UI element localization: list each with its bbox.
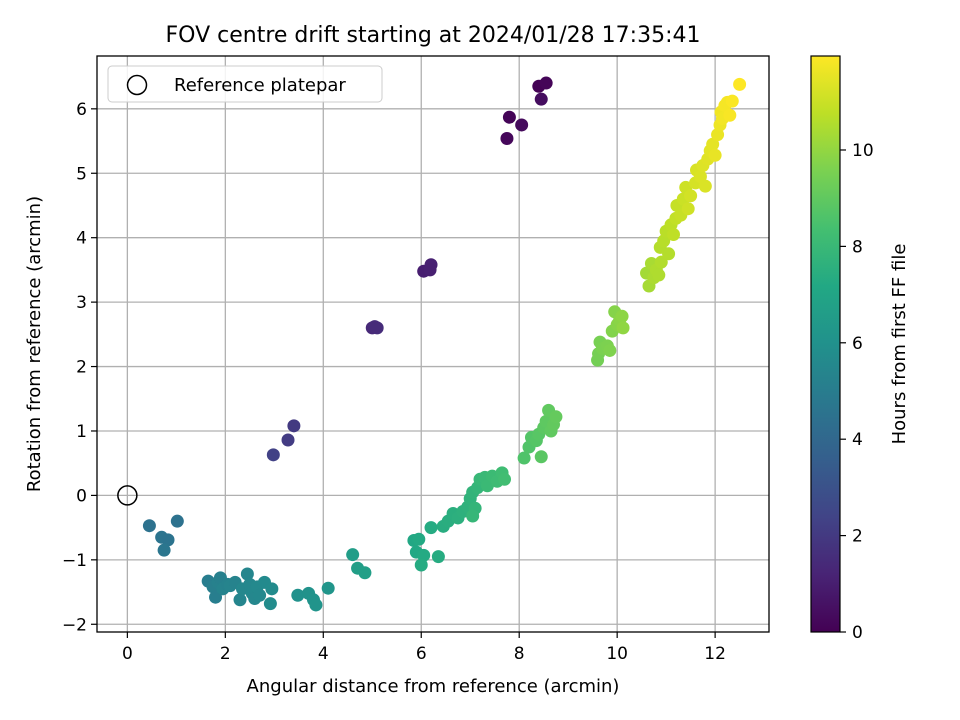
data-point xyxy=(500,131,514,145)
data-point xyxy=(161,533,175,547)
data-point xyxy=(603,343,617,357)
colorbar-tick-label: 2 xyxy=(852,527,863,547)
colorbar-tick-label: 4 xyxy=(852,430,863,450)
data-point xyxy=(706,137,720,151)
data-point xyxy=(291,588,305,602)
grid-lines xyxy=(97,56,769,632)
y-tick-label: 4 xyxy=(76,229,87,249)
data-point xyxy=(723,108,737,122)
y-tick-label: 3 xyxy=(76,293,87,313)
data-point xyxy=(346,548,360,562)
y-tick-label: 2 xyxy=(76,358,87,378)
data-point xyxy=(142,519,156,533)
data-point xyxy=(725,94,739,108)
legend-box xyxy=(107,65,383,103)
data-point xyxy=(515,118,529,132)
data-point xyxy=(265,582,279,596)
data-point xyxy=(368,320,382,334)
x-axis-ticks: 0 2 4 6 8 10 12 xyxy=(122,632,726,664)
x-tick-label: 8 xyxy=(514,644,525,664)
data-point xyxy=(321,581,335,595)
data-point xyxy=(684,189,698,203)
data-point xyxy=(480,479,494,493)
data-point xyxy=(708,148,722,162)
data-point xyxy=(698,179,712,193)
x-tick-label: 12 xyxy=(704,644,726,664)
x-tick-label: 6 xyxy=(416,644,427,664)
y-tick-label: −2 xyxy=(62,615,87,635)
data-point xyxy=(693,169,707,183)
x-tick-label: 0 xyxy=(122,644,133,664)
data-points xyxy=(142,76,747,612)
data-point xyxy=(466,509,480,523)
data-point xyxy=(170,514,184,528)
legend-marker-icon xyxy=(126,74,148,96)
x-axis-label: Angular distance from reference (arcmin) xyxy=(247,676,620,697)
data-point xyxy=(539,76,553,90)
data-point xyxy=(287,419,301,433)
data-point xyxy=(233,593,247,607)
data-point xyxy=(209,590,223,604)
legend-label: Reference platepar xyxy=(174,75,346,96)
y-tick-label: −1 xyxy=(62,551,87,571)
colorbar-tick-label: 10 xyxy=(852,141,874,161)
data-point xyxy=(615,309,629,323)
data-point xyxy=(253,588,267,602)
y-tick-label: 5 xyxy=(76,164,87,184)
data-point xyxy=(517,451,531,465)
data-point xyxy=(412,532,426,546)
colorbar-tick-label: 8 xyxy=(852,237,863,257)
plot-frame xyxy=(96,55,770,633)
data-point xyxy=(662,247,676,261)
legend: Reference platepar xyxy=(107,65,383,103)
y-axis-label: Rotation from reference (arcmin) xyxy=(24,196,45,492)
x-tick-label: 4 xyxy=(318,644,329,664)
data-point xyxy=(534,450,548,464)
colorbar xyxy=(810,55,841,633)
y-axis-ticks: −2 −1 0 1 2 3 4 5 6 xyxy=(62,100,97,635)
colorbar-tick-label: 0 xyxy=(852,623,863,643)
data-point xyxy=(414,558,428,572)
data-point xyxy=(498,472,512,486)
data-point xyxy=(549,410,563,424)
colorbar-tick-label: 6 xyxy=(852,334,863,354)
reference-point-marker xyxy=(117,485,138,506)
data-point xyxy=(616,321,630,335)
data-point xyxy=(358,566,372,580)
data-point xyxy=(652,268,666,282)
data-point xyxy=(240,567,254,581)
data-point xyxy=(502,110,516,124)
y-tick-label: 6 xyxy=(76,100,87,120)
data-point xyxy=(431,550,445,564)
colorbar-ticks: 0 2 4 6 8 10 xyxy=(840,141,874,643)
x-tick-label: 2 xyxy=(220,644,231,664)
data-point xyxy=(266,448,280,462)
x-tick-label: 10 xyxy=(606,644,628,664)
data-point xyxy=(281,433,295,447)
chart-title: FOV centre drift starting at 2024/01/28 … xyxy=(166,23,701,48)
data-point xyxy=(263,597,277,611)
data-point xyxy=(424,521,438,535)
y-tick-label: 1 xyxy=(76,422,87,442)
data-point xyxy=(666,227,680,241)
data-point xyxy=(157,543,171,557)
data-point xyxy=(309,598,323,612)
data-point xyxy=(681,202,695,216)
data-point xyxy=(534,92,548,106)
data-point xyxy=(733,77,747,91)
y-tick-label: 0 xyxy=(76,486,87,506)
data-point xyxy=(423,263,437,277)
data-point xyxy=(654,255,668,269)
colorbar-label: Hours from first FF file xyxy=(889,244,910,445)
